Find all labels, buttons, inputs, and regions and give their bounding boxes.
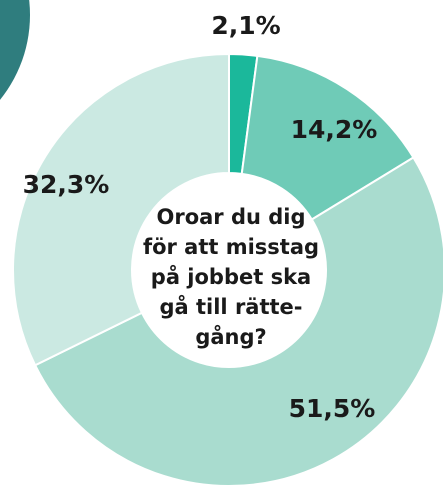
data-label: 51,5%	[289, 394, 376, 423]
center-title: Oroar du dig	[156, 205, 305, 229]
center-title: gå till rätte-	[159, 294, 302, 319]
center-title: gång?	[195, 324, 266, 349]
data-label: 2,1%	[211, 11, 280, 40]
data-label: 14,2%	[291, 115, 378, 144]
donut-segment	[33, 156, 443, 487]
decoration	[0, 0, 30, 100]
data-label: 32,3%	[23, 170, 110, 199]
donut-segment	[12, 52, 230, 367]
donut-segment	[240, 54, 415, 221]
center-title: på jobbet ska	[151, 264, 311, 289]
center-title: för att misstag	[143, 235, 319, 259]
